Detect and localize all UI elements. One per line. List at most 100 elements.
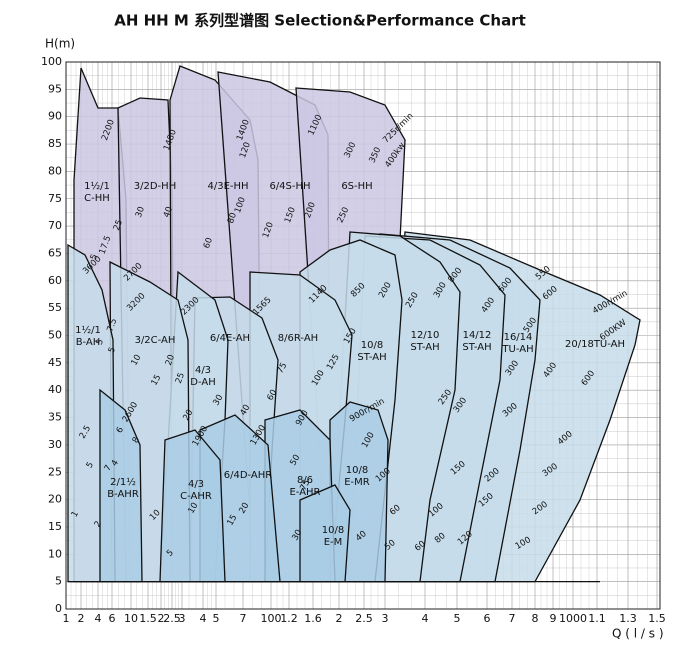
- curve-annotation: 15: [149, 373, 163, 387]
- region-label: 2/1½: [110, 476, 136, 488]
- y-tick-label: 85: [48, 137, 62, 150]
- region-label: 6/4E-AH: [210, 333, 250, 344]
- plot-frame: [65, 61, 661, 610]
- region-label: TU-AH: [501, 344, 533, 355]
- curve-annotation: 75: [298, 478, 312, 492]
- region-label: C-HH: [84, 193, 110, 204]
- x-tick-label: 2.5: [355, 612, 373, 625]
- curve-annotation: 10: [129, 353, 143, 367]
- performance-region: [299, 484, 351, 583]
- curve-annotation: 30: [134, 205, 147, 219]
- curve-annotation: 20: [237, 501, 251, 515]
- x-tick-label: 2: [158, 612, 165, 625]
- curve-annotation: 5: [107, 346, 118, 355]
- y-tick-label: 80: [48, 164, 62, 177]
- performance-region: [99, 388, 143, 583]
- region-label: 14/12: [463, 330, 492, 341]
- y-tick-label: 45: [48, 356, 62, 369]
- y-tick-label: 30: [48, 438, 62, 451]
- region-label: D-AH: [190, 377, 215, 388]
- region-label: 8/6R-AH: [278, 333, 318, 344]
- curve-annotation: 8: [131, 435, 142, 445]
- x-tick-label: 10: [124, 612, 138, 625]
- region-label: ST-AH: [357, 352, 386, 363]
- y-tick-label: 15: [48, 520, 62, 533]
- region-label: 1½/1: [75, 324, 101, 336]
- x-tick-label: 2.5: [163, 612, 181, 625]
- y-tick-label: 35: [48, 411, 62, 424]
- curve-annotation: 80: [226, 211, 239, 225]
- curve-annotation: 1: [70, 509, 81, 519]
- region-label: 10/8: [346, 465, 368, 476]
- x-tick-label: 1.5: [139, 612, 157, 625]
- y-tick-label: 40: [48, 383, 62, 396]
- chart-title: AH HH M 系列型谱图 Selection&Performance Char…: [114, 12, 526, 30]
- region-label: B-AHR: [107, 489, 139, 500]
- y-tick-label: 25: [48, 465, 62, 478]
- curve-annotation: 25: [112, 218, 125, 232]
- region-label: B-AH: [76, 337, 101, 348]
- x-axis-label: Q ( l / s ): [612, 627, 664, 641]
- curve-annotation: 7: [103, 463, 114, 473]
- x-tick-label: 4: [200, 612, 207, 625]
- x-tick-label: 3: [382, 612, 389, 625]
- region-label: 16/14: [504, 332, 533, 343]
- x-tick-label: 100: [261, 612, 282, 625]
- x-tick-label: 6: [484, 612, 491, 625]
- curve-annotation: 60: [202, 236, 215, 250]
- curve-annotation: 30: [290, 528, 304, 542]
- curve-annotation: 5: [95, 338, 106, 347]
- x-tick-label: 7: [240, 612, 247, 625]
- y-tick-label: 90: [48, 110, 62, 123]
- curve-annotation: 15: [225, 513, 239, 527]
- region-label: 3/2C-AH: [135, 335, 176, 346]
- region-label: 6S-HH: [341, 181, 372, 192]
- y-tick-label: 65: [48, 246, 62, 259]
- x-tick-label: 2: [78, 612, 85, 625]
- region-label: 1½/1: [84, 180, 110, 192]
- x-tick-label: 5: [213, 612, 220, 625]
- x-tick-label: 8: [532, 612, 539, 625]
- y-tick-label: 95: [48, 82, 62, 95]
- curve-annotation: 40: [162, 205, 175, 219]
- region-label: E-MR: [344, 477, 370, 488]
- curve-annotation: 50: [288, 453, 302, 467]
- x-tick-label: 4: [422, 612, 429, 625]
- x-tick-label: 1: [63, 612, 70, 625]
- y-tick-label: 5: [55, 575, 62, 588]
- y-tick-label: 20: [48, 493, 62, 506]
- region-label: 4/3: [195, 365, 211, 376]
- x-tick-label: 1000: [559, 612, 587, 625]
- region-label: 3/2D-HH: [134, 181, 176, 192]
- region-label: 8/6: [297, 475, 313, 486]
- curve-annotation: 40: [238, 403, 252, 417]
- region-label: 12/10: [411, 330, 440, 341]
- region-label: 10/8: [322, 525, 344, 536]
- curve-annotation: 75: [275, 361, 289, 375]
- region-label: 20/18TU-AH: [565, 339, 625, 350]
- x-tick-label: 9: [550, 612, 557, 625]
- curve-annotation: 2: [93, 519, 104, 529]
- x-tick-label: 1.1: [588, 612, 606, 625]
- curve-annotation: 5: [165, 548, 176, 559]
- y-tick-label: 100: [41, 55, 62, 68]
- region-label: 4/3E-HH: [207, 181, 248, 192]
- curve-annotation: 5: [89, 253, 100, 262]
- region-label: ST-AH: [410, 342, 439, 353]
- performance-region: [159, 429, 226, 583]
- x-tick-label: 1.2: [280, 612, 298, 625]
- y-tick-label: 50: [48, 329, 62, 342]
- x-tick-label: 7: [509, 612, 516, 625]
- x-tick-label: 1.6: [304, 612, 322, 625]
- x-tick-label: 1.3: [619, 612, 637, 625]
- regions: [67, 65, 641, 583]
- region-label: 6/4D-AHR: [224, 470, 273, 481]
- y-tick-label: 10: [48, 547, 62, 560]
- region-label: 10/8: [361, 340, 383, 351]
- curve-annotation: 4: [110, 458, 121, 468]
- region-label: 4/3: [188, 479, 204, 490]
- region-label: E-AHR: [289, 487, 320, 498]
- y-tick-label: 75: [48, 192, 62, 205]
- curve-annotation: 30: [211, 393, 225, 407]
